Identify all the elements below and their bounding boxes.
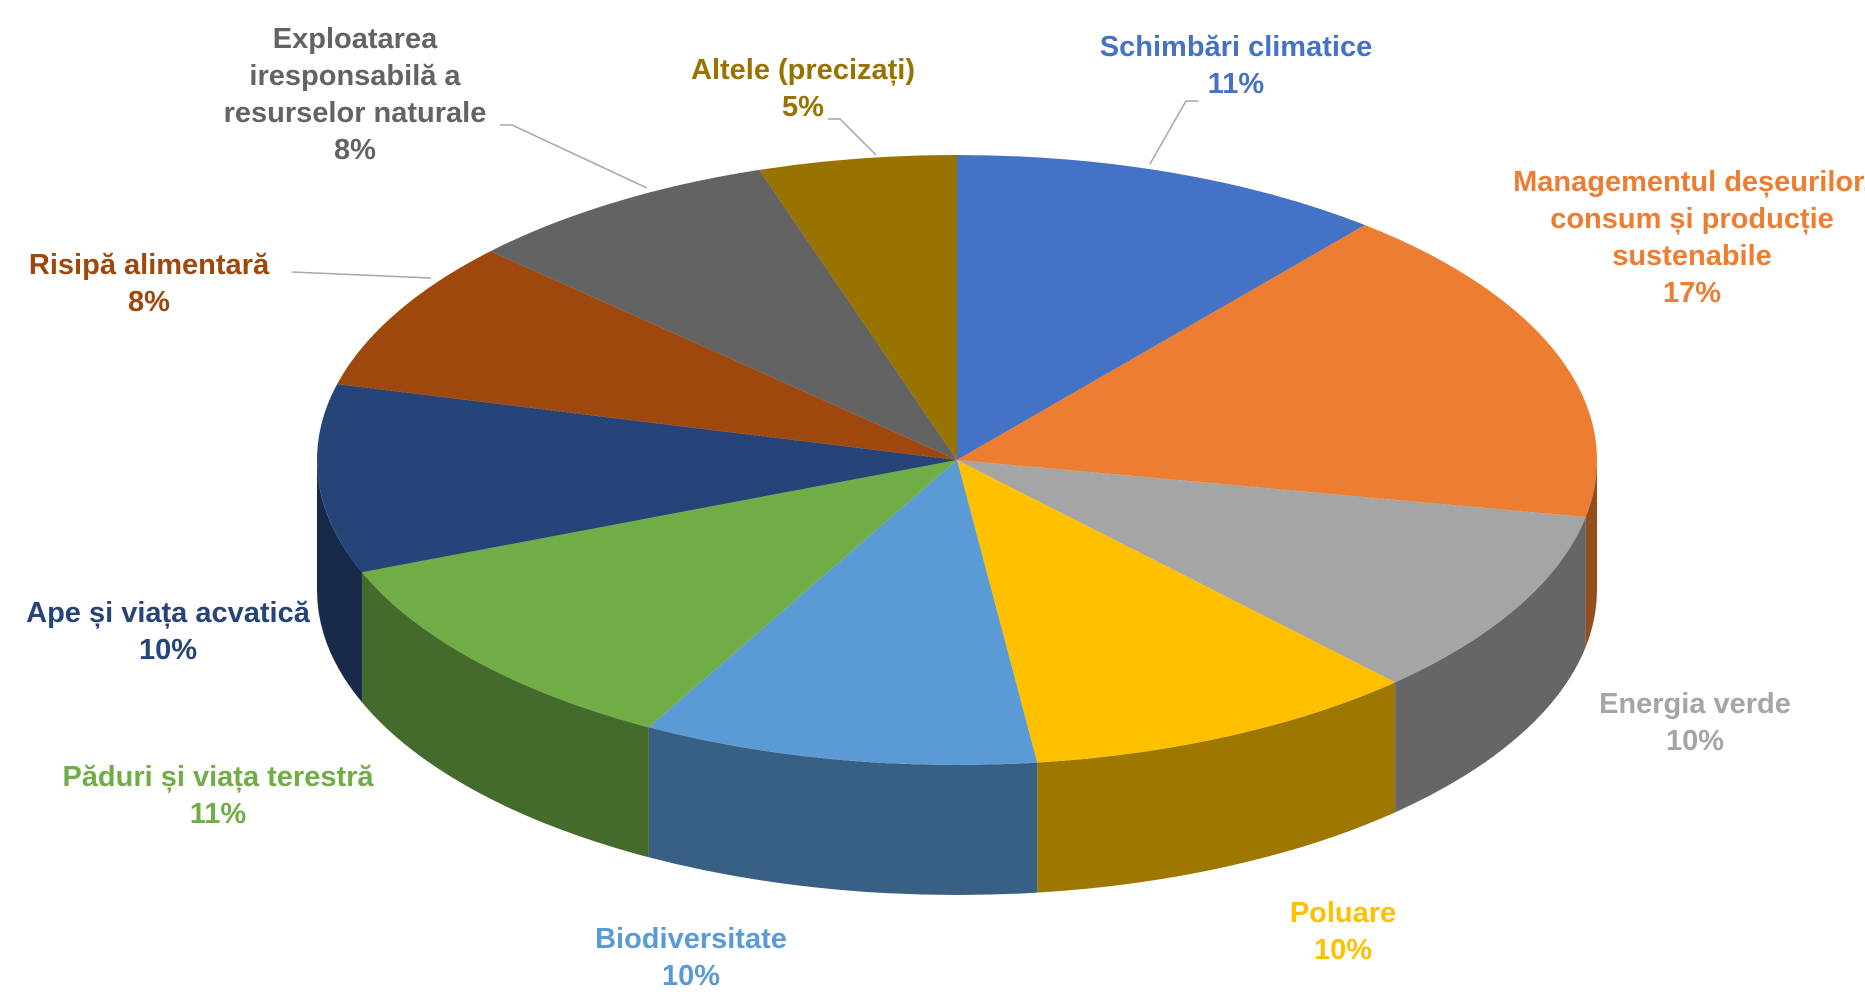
value-label: 11% [1207, 68, 1265, 100]
slice [957, 460, 1586, 683]
leader-line [828, 118, 877, 156]
value-label: 10% [1313, 934, 1373, 966]
data-label: Păduri și viața terestră 11% [18, 759, 418, 833]
data-label: Schimbări climatice 11% [1056, 29, 1416, 103]
data-label: Exploatarea iresponsabilă a resurselor n… [195, 21, 515, 169]
data-label: Ape și viața acvatică 10% [0, 595, 348, 669]
category-label: Altele (precizați) [691, 54, 915, 86]
slice-side [361, 572, 649, 858]
data-label: Managementul deșeurilor, consum și produ… [1512, 164, 1865, 312]
category-label: Ape și viața acvatică [26, 597, 310, 629]
value-label: 11% [189, 798, 247, 830]
category-label: Poluare [1289, 897, 1397, 929]
category-label: Schimbări climatice [1099, 31, 1373, 63]
data-label: Poluare 10% [1243, 895, 1443, 969]
value-label: 10% [661, 960, 721, 992]
slice [337, 251, 957, 460]
value-label: 8% [128, 286, 170, 318]
slice [648, 460, 1038, 765]
category-label: Exploatarea iresponsabilă a resurselor n… [223, 23, 487, 129]
category-label: Biodiversitate [595, 923, 787, 955]
data-label: Biodiversitate 10% [561, 921, 821, 995]
value-label: 10% [1665, 725, 1725, 757]
slice-side [648, 727, 1038, 895]
slice [490, 169, 957, 460]
category-label: Păduri și viața terestră [62, 761, 374, 793]
value-label: 8% [334, 134, 376, 166]
data-label: Energia verde 10% [1545, 686, 1845, 760]
slice [957, 224, 1597, 518]
slice [317, 384, 957, 573]
category-label: Energia verde [1599, 688, 1791, 720]
data-label: Risipă alimentară 8% [0, 247, 299, 321]
leader-line [291, 271, 432, 279]
value-label: 17% [1662, 277, 1722, 309]
slice [361, 460, 957, 728]
slice-side [317, 460, 362, 703]
slice-side [1585, 460, 1597, 648]
slice-side [1395, 517, 1586, 813]
category-label: Managementul deșeurilor, consum și produ… [1513, 166, 1865, 272]
value-label: 5% [782, 91, 824, 123]
value-label: 10% [138, 634, 198, 666]
slice [957, 155, 1365, 460]
leader-line [1149, 100, 1198, 165]
slice [759, 155, 957, 460]
slice [957, 460, 1396, 763]
leader-line [500, 124, 648, 189]
slice-side [1037, 682, 1396, 893]
data-label: Altele (precizați) 5% [653, 52, 953, 126]
category-label: Risipă alimentară [28, 249, 270, 281]
